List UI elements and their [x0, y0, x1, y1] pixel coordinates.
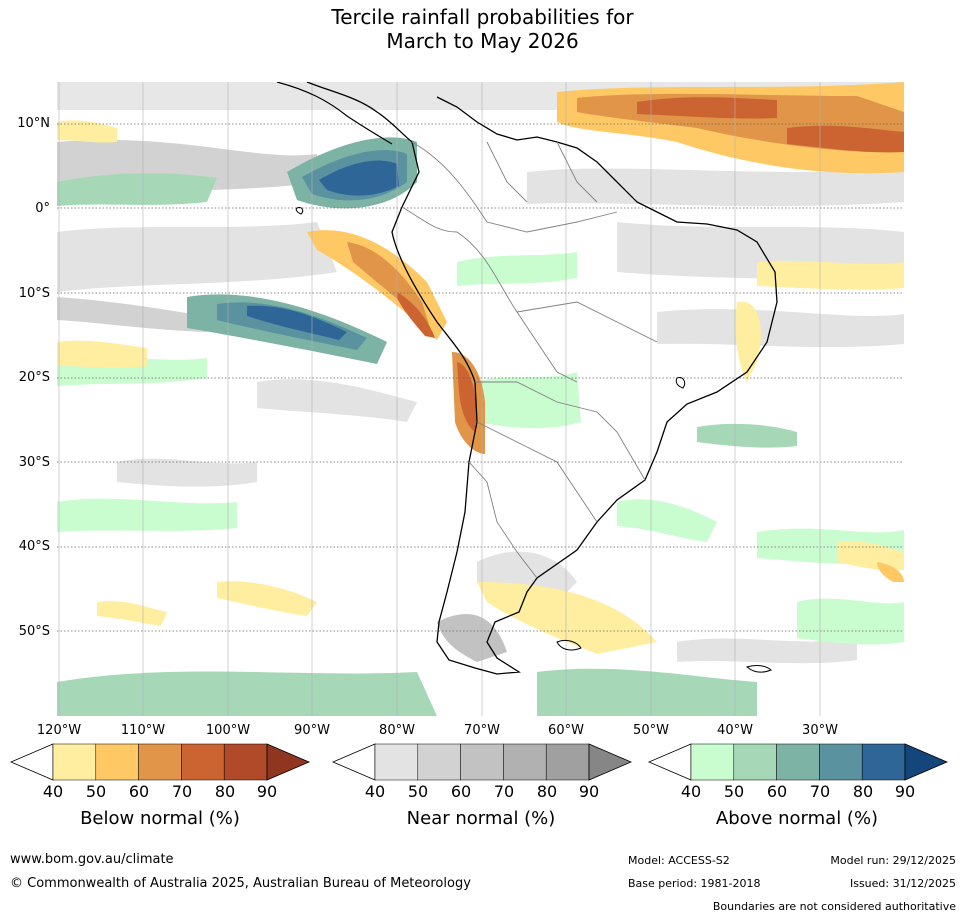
map-title: Tercile rainfall probabilities for March…: [0, 5, 965, 53]
below-tick-60: 60: [128, 782, 150, 801]
above-swatch-high-arrow: [904, 743, 948, 781]
lon-label-90w: 90°W: [294, 723, 330, 738]
near-swatch-low-arrow: [331, 743, 376, 781]
below-tick-40: 40: [42, 782, 64, 801]
below-tick-50: 50: [85, 782, 107, 801]
probability-map: [57, 82, 904, 716]
lon-label-120w: 120°W: [36, 723, 82, 738]
near-tick-90: 90: [578, 782, 600, 801]
south-america-coastline: [306, 82, 778, 675]
near-tick-70: 70: [493, 782, 515, 801]
below-normal-areas: [57, 82, 904, 654]
near-swatch-5: [545, 743, 590, 781]
colorbar-below-swatches: [9, 743, 310, 781]
map-canvas: [57, 82, 904, 716]
colorbar-near-title: Near normal (%): [406, 808, 556, 829]
near-swatch-1: [374, 743, 419, 781]
footer-model-run: Model run: 29/12/2025: [830, 854, 956, 867]
lon-label-110w: 110°W: [120, 723, 166, 738]
near-tick-60: 60: [450, 782, 472, 801]
below-swatch-low-arrow: [9, 743, 54, 781]
above-tick-80: 80: [852, 782, 874, 801]
lat-label-10n: 10°N: [17, 116, 50, 131]
title-line-2: March to May 2026: [386, 29, 579, 53]
longitude-lines: [58, 82, 821, 716]
above-tick-40: 40: [680, 782, 702, 801]
colorbar-above-normal: [646, 742, 948, 782]
lat-label-30s: 30°S: [18, 455, 50, 470]
above-tick-90: 90: [894, 782, 916, 801]
lat-label-50s: 50°S: [18, 624, 50, 639]
footer-issued: Issued: 31/12/2025: [849, 877, 956, 890]
colorbar-below-title: Below normal (%): [80, 808, 240, 829]
footer-copyright: © Commonwealth of Australia 2025, Austra…: [10, 876, 471, 891]
near-tick-40: 40: [364, 782, 386, 801]
lon-label-40w: 40°W: [717, 723, 753, 738]
above-swatch-1: [690, 743, 735, 781]
colorbar-above-title: Above normal (%): [715, 808, 879, 829]
lon-label-100w: 100°W: [205, 723, 251, 738]
footer-disclaimer: Boundaries are not considered authoritat…: [712, 900, 956, 913]
below-swatch-4: [181, 743, 225, 781]
footer-base-period: Base period: 1981-2018: [628, 877, 761, 890]
near-swatch-4: [503, 743, 547, 781]
above-swatch-4: [819, 743, 863, 781]
above-tick-50: 50: [723, 782, 745, 801]
colorbar-near-normal: [330, 742, 632, 782]
below-tick-90: 90: [256, 782, 278, 801]
title-line-1: Tercile rainfall probabilities for: [331, 5, 634, 29]
colorbar-near-swatches: [331, 743, 632, 781]
near-swatch-3: [460, 743, 504, 781]
near-tick-80: 80: [536, 782, 558, 801]
colorbar-below-normal: [8, 742, 310, 782]
lat-label-20s: 20°S: [18, 370, 50, 385]
near-swatch-high-arrow: [588, 743, 632, 781]
above-swatch-5: [861, 743, 906, 781]
lat-label-40s: 40°S: [18, 539, 50, 554]
above-swatch-2: [733, 743, 777, 781]
lat-label-0: 0°: [35, 201, 50, 216]
below-swatch-5: [223, 743, 268, 781]
below-tick-80: 80: [214, 782, 236, 801]
below-swatch-2: [95, 743, 139, 781]
colorbar-above-swatches: [647, 743, 948, 781]
islands: [295, 207, 772, 673]
above-tick-70: 70: [809, 782, 831, 801]
lon-label-60w: 60°W: [548, 723, 584, 738]
above-swatch-3: [776, 743, 820, 781]
above-tick-60: 60: [766, 782, 788, 801]
lon-label-50w: 50°W: [633, 723, 669, 738]
below-swatch-high-arrow: [266, 743, 310, 781]
below-swatch-3: [138, 743, 182, 781]
lon-label-70w: 70°W: [464, 723, 500, 738]
lon-label-80w: 80°W: [379, 723, 415, 738]
above-swatch-low-arrow: [647, 743, 692, 781]
country-borders: [401, 141, 658, 579]
below-tick-70: 70: [171, 782, 193, 801]
lat-label-10s: 10°S: [18, 286, 50, 301]
near-swatch-2: [417, 743, 461, 781]
lon-label-30w: 30°W: [802, 723, 838, 738]
footer-model: Model: ACCESS-S2: [628, 854, 730, 867]
near-tick-50: 50: [407, 782, 429, 801]
central-america-coastline: [276, 82, 393, 145]
footer-website: www.bom.gov.au/climate: [10, 852, 174, 867]
below-swatch-1: [52, 743, 97, 781]
